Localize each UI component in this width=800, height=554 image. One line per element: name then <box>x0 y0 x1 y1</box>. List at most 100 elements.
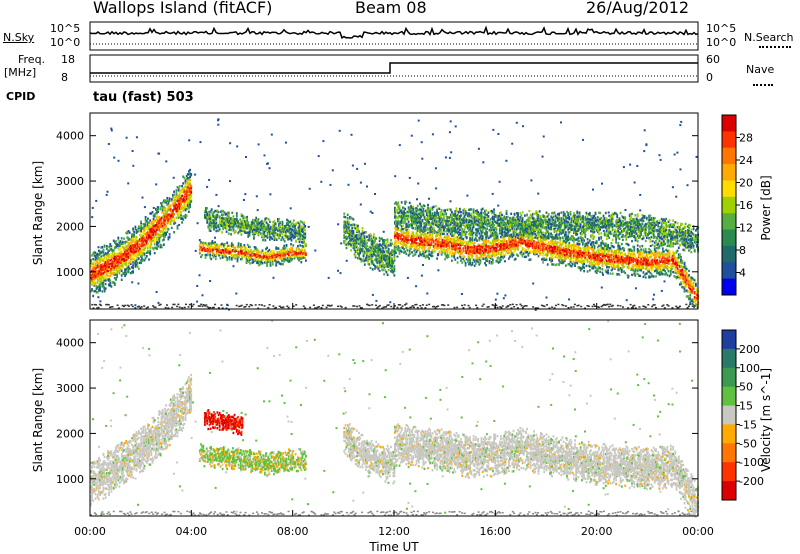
power-echo-cell <box>168 213 171 216</box>
power-ground-point <box>225 307 228 309</box>
power-echo-cell <box>395 234 397 237</box>
power-echo-cell <box>352 232 355 235</box>
power-echo-cell <box>360 258 363 261</box>
power-echo-cell <box>488 241 491 245</box>
power-echo-cell <box>408 247 411 250</box>
power-echo-cell <box>440 247 443 250</box>
power-echo-cell <box>127 270 130 274</box>
power-echo-cell <box>153 224 156 228</box>
power-echo-cell <box>223 223 226 226</box>
power-echo-cell <box>395 251 397 254</box>
power-echo-cell <box>242 229 245 233</box>
power-echo-cell <box>217 229 220 233</box>
power-ground-point <box>261 304 263 306</box>
power-echo-cell <box>465 247 468 250</box>
power-echo-cell <box>503 235 506 239</box>
power-echo-cell <box>393 267 396 271</box>
power-ground-point <box>537 307 540 309</box>
power-echo-cell <box>234 253 237 257</box>
power-echo-cell <box>533 240 535 243</box>
power-echo-cell <box>345 225 348 228</box>
power-echo-cell <box>302 234 304 237</box>
power-echo-cell <box>452 238 454 242</box>
power-echo-cell <box>368 255 371 258</box>
power-echo-cell <box>531 236 534 239</box>
power-echo-cell <box>145 241 148 244</box>
power-echo-cell <box>428 235 430 238</box>
power-echo-cell <box>155 228 157 231</box>
power-echo-cell <box>168 207 171 210</box>
power-echo-cell <box>223 221 226 224</box>
power-echo-cell <box>513 228 516 231</box>
power-echo-cell <box>98 253 100 257</box>
power-echo-cell <box>101 257 104 261</box>
power-echo-cell <box>502 256 505 260</box>
power-echo-cell <box>379 248 382 251</box>
power-scatter-point <box>97 296 100 299</box>
power-echo-cell <box>480 234 483 238</box>
power-echo-cell <box>111 281 114 284</box>
power-echo-cell <box>112 254 115 257</box>
power-ground-point <box>178 306 181 308</box>
power-echo-cell <box>108 258 110 262</box>
power-echo-cell <box>378 248 381 251</box>
power-echo-cell <box>352 245 355 249</box>
power-echo-cell <box>396 236 399 240</box>
power-echo-cell <box>270 253 273 256</box>
power-echo-cell <box>263 227 266 230</box>
power-echo-cell <box>102 274 105 277</box>
power-echo-cell <box>172 202 174 205</box>
power-ground-point <box>171 306 174 309</box>
power-echo-cell <box>520 238 523 242</box>
power-echo-cell <box>299 226 302 229</box>
power-echo-cell <box>292 236 295 239</box>
power-echo-cell <box>468 251 470 254</box>
power-echo-cell <box>155 227 157 230</box>
power-echo-cell <box>128 246 131 249</box>
power-echo-cell <box>214 223 217 226</box>
power-echo-cell <box>144 239 147 242</box>
power-echo-cell <box>392 270 395 273</box>
power-echo-cell <box>488 260 491 263</box>
power-echo-cell <box>297 221 300 224</box>
power-echo-cell <box>103 275 106 278</box>
power-echo-cell <box>492 241 494 244</box>
power-echo-cell <box>116 275 118 278</box>
power-echo-cell <box>420 238 422 241</box>
power-echo-cell <box>350 249 352 252</box>
power-echo-cell <box>227 250 230 253</box>
power-echo-cell <box>438 240 441 244</box>
power-echo-cell <box>246 259 249 262</box>
power-scatter-point <box>327 276 330 279</box>
power-echo-cell <box>139 233 141 237</box>
power-echo-cell <box>118 272 121 275</box>
power-echo-cell <box>447 248 450 251</box>
power-echo-cell <box>169 222 172 225</box>
power-echo-cell <box>160 225 163 228</box>
power-echo-cell <box>284 247 287 250</box>
power-echo-cell <box>164 234 166 237</box>
power-echo-cell <box>243 249 246 253</box>
power-scatter-point <box>451 213 454 216</box>
power-echo-cell <box>454 248 457 251</box>
power-echo-cell <box>457 233 460 237</box>
power-echo-cell <box>351 226 354 230</box>
power-ground-point <box>500 307 503 309</box>
power-echo-cell <box>166 213 169 216</box>
power-echo-cell <box>198 239 201 242</box>
power-echo-cell <box>350 245 352 248</box>
power-echo-cell <box>493 243 495 246</box>
power-echo-cell <box>527 241 530 245</box>
power-echo-cell <box>404 236 407 239</box>
power-ground-point <box>128 305 130 307</box>
power-echo-cell <box>522 252 525 255</box>
power-echo-cell <box>167 202 170 205</box>
power-echo-cell <box>400 227 403 231</box>
power-echo-cell <box>455 247 458 251</box>
power-echo-cell <box>264 229 267 233</box>
power-echo-cell <box>259 254 262 258</box>
power-echo-cell <box>99 288 101 291</box>
power-echo-cell <box>212 252 215 256</box>
power-echo-cell <box>437 241 440 244</box>
power-echo-cell <box>157 207 160 211</box>
